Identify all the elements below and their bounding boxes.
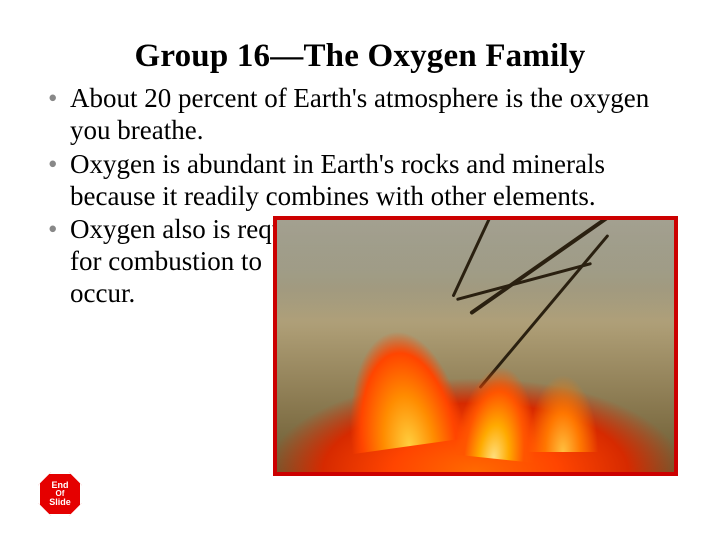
bullet-text: About 20 percent of Earth's atmosphere i… [70, 83, 690, 147]
slide-title: Group 16—The Oxygen Family [30, 38, 690, 75]
bullet-dot-icon: • [48, 149, 70, 213]
bullet-item: • About 20 percent of Earth's atmosphere… [48, 83, 690, 147]
flame-shape [325, 259, 469, 454]
stop-sign-icon: End Of Slide [38, 472, 82, 516]
combustion-image [273, 216, 678, 476]
bullet-dot-icon: • [48, 214, 70, 310]
end-of-slide-button[interactable]: End Of Slide [38, 472, 82, 516]
bullet-item: • Oxygen is abundant in Earth's rocks an… [48, 149, 690, 213]
slide-container: Group 16—The Oxygen Family • About 20 pe… [0, 0, 720, 540]
bullet-dot-icon: • [48, 83, 70, 147]
bullet-text: Oxygen is abundant in Earth's rocks and … [70, 149, 690, 213]
flame-shape [523, 332, 603, 452]
badge-line: Slide [49, 498, 71, 507]
